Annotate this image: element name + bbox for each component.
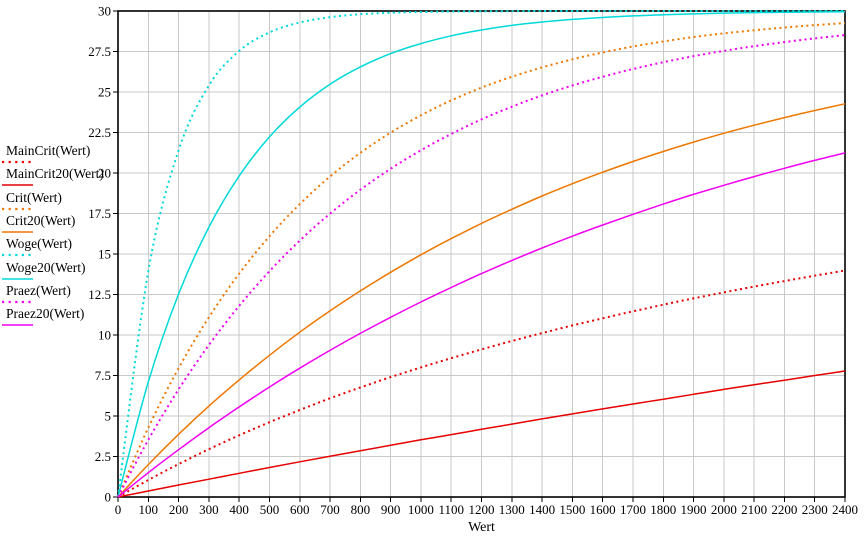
x-tick-label: 600 (290, 502, 310, 517)
x-tick-label: 200 (169, 502, 189, 517)
x-tick-label: 0 (115, 502, 122, 517)
x-tick-label: 2000 (711, 502, 737, 517)
x-tick-label: 300 (199, 502, 219, 517)
curve-crit20-wert- (117, 103, 846, 498)
x-tick-label: 2300 (802, 502, 828, 517)
x-tick-label: 1800 (650, 502, 676, 517)
curve-praez20-wert- (117, 152, 846, 498)
x-tick-label: 1600 (590, 502, 616, 517)
curve-praez-wert- (117, 34, 846, 498)
x-tick-label: 2200 (771, 502, 797, 517)
x-tick-label: 700 (320, 502, 340, 517)
x-tick-label: 1100 (438, 502, 464, 517)
x-tick-label: 1400 (529, 502, 555, 517)
y-tick-label: 22.5 (88, 125, 111, 140)
y-tick-label: 2.5 (95, 449, 111, 464)
x-tick-label: 1000 (408, 502, 434, 517)
y-tick-label: 20 (98, 166, 111, 181)
y-tick-label: 0 (105, 490, 112, 505)
y-tick-label: 27.5 (88, 44, 111, 59)
x-tick-label: 500 (260, 502, 280, 517)
x-tick-label: 1300 (499, 502, 525, 517)
x-tick-label: 400 (229, 502, 249, 517)
x-tick-label: 1700 (620, 502, 646, 517)
x-tick-label: 1500 (559, 502, 585, 517)
x-tick-label: 800 (351, 502, 371, 517)
x-tick-label: 2400 (832, 502, 858, 517)
y-tick-label: 30 (98, 4, 111, 19)
x-tick-label: 100 (139, 502, 159, 517)
y-tick-label: 15 (98, 247, 111, 262)
x-tick-label: 1900 (681, 502, 707, 517)
x-tick-label: 900 (381, 502, 401, 517)
tick-labels: 0 100 200 300 400 500 600 700 800 900 1000 1100 1200… (88, 4, 858, 518)
y-tick-label: 5 (105, 409, 112, 424)
curve-woge20-wert- (117, 11, 846, 498)
x-axis-title: Wert (468, 520, 495, 535)
x-tick-label: 1200 (469, 502, 495, 517)
curve-maincrit-wert- (117, 269, 846, 498)
axis-ticks (113, 10, 846, 502)
y-tick-label: 17.5 (88, 206, 111, 221)
curves (117, 9, 846, 498)
plot-border (117, 10, 846, 498)
y-tick-label: 12.5 (88, 287, 111, 302)
y-tick-label: 25 (98, 85, 111, 100)
y-tick-label: 10 (98, 328, 111, 343)
y-tick-label: 7.5 (95, 368, 111, 383)
gridlines (118, 11, 845, 497)
x-tick-label: 2100 (741, 502, 767, 517)
curve-maincrit20-wert- (117, 370, 846, 498)
